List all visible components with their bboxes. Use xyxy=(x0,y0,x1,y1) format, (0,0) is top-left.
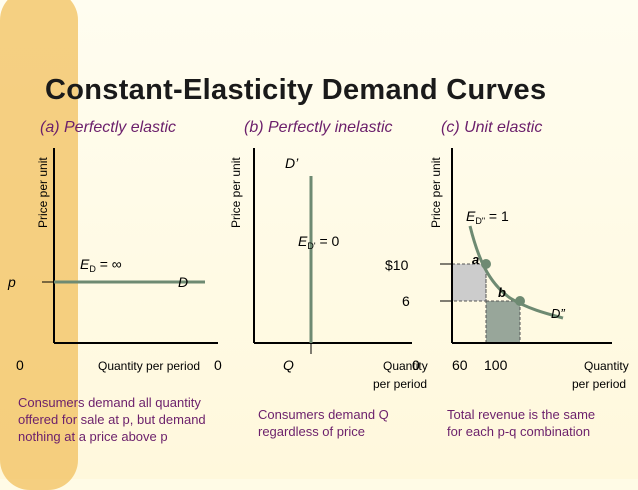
panel-a-elasticity: ED = ∞ xyxy=(80,256,122,274)
panel-c-revenue-area-a xyxy=(451,263,487,302)
panel-b-quantity-label: Q xyxy=(283,357,294,373)
panel-b-elasticity-value: = 0 xyxy=(316,233,340,249)
panel-c-origin: 0 xyxy=(412,357,420,373)
panel-a-curve-label: D xyxy=(178,274,188,290)
panel-b-elasticity-prefix: E xyxy=(298,233,308,249)
panel-c-y-label: Price per unit xyxy=(429,157,443,228)
panel-c-caption-line-2: for each p-q combination xyxy=(447,424,591,439)
panel-a-elasticity-value: = ∞ xyxy=(96,256,122,272)
panel-b: Price per unit D’ ED' = 0 0 Q Quantity p… xyxy=(214,148,428,391)
slide-background xyxy=(0,0,638,479)
panel-c-elasticity-sub: D" xyxy=(475,216,485,226)
diagram-canvas: Price per unit p D ED = ∞ 0 Quantity per… xyxy=(7,148,629,391)
panel-c-title: (c) Unit elastic xyxy=(441,119,543,136)
panel-a-caption-line-2: offered for sale at p, but demand xyxy=(18,412,206,427)
panel-b-curve-label: D’ xyxy=(285,155,299,171)
panel-b-x-label-1: Quantity xyxy=(383,359,428,373)
panel-a-origin: 0 xyxy=(16,357,24,373)
panel-c-elasticity: ED" = 1 xyxy=(466,208,509,226)
slide-title: Constant-Elasticity Demand Curves xyxy=(45,74,547,106)
panel-a-title: (a) Perfectly elastic xyxy=(40,119,177,136)
panel-b-x-label-2: per period xyxy=(373,377,427,391)
panel-c-point-a-label: a xyxy=(472,252,479,267)
panel-a-x-label: Quantity per period xyxy=(98,359,200,373)
panel-c-demand-curve xyxy=(468,225,564,320)
panel-a-elasticity-prefix: E xyxy=(80,256,90,272)
panel-a: Price per unit p D ED = ∞ 0 Quantity per… xyxy=(7,148,218,373)
panel-c-curve-label: D” xyxy=(551,306,565,321)
panel-c-price-high: $10 xyxy=(385,257,409,273)
panel-c-caption-line-1: Total revenue is the same xyxy=(447,407,596,422)
panel-c-qty-low: 60 xyxy=(452,357,468,373)
panel-a-price-label: p xyxy=(7,274,16,290)
panel-b-caption-line-2: regardless of price xyxy=(258,424,365,439)
panel-c-point-a xyxy=(481,259,491,269)
panel-b-title: (b) Perfectly inelastic xyxy=(244,119,393,136)
panel-a-elasticity-sub: D xyxy=(89,264,96,274)
panel-c-point-b-label: b xyxy=(498,285,506,300)
panel-a-caption-line-3: nothing at a price above p xyxy=(18,429,168,444)
panel-b-origin: 0 xyxy=(214,357,222,373)
decorative-stripe xyxy=(0,0,78,490)
panel-c-x-label-1: Quantity xyxy=(584,359,629,373)
panel-c-caption: Total revenue is the same for each p-q c… xyxy=(447,406,595,440)
panel-c: Price per unit ED" = 1 $10 6 a b D” 0 60… xyxy=(385,148,629,391)
panel-c-elasticity-prefix: E xyxy=(466,208,476,224)
panel-c-point-b xyxy=(515,296,525,306)
panel-a-caption-line-1: Consumers demand all quantity xyxy=(18,395,201,410)
panel-a-caption: Consumers demand all quantity offered fo… xyxy=(18,394,206,445)
panel-b-y-label: Price per unit xyxy=(229,157,243,228)
panel-c-elasticity-value: = 1 xyxy=(485,208,509,224)
panel-a-y-label: Price per unit xyxy=(36,157,50,228)
panel-c-x-label-2: per period xyxy=(572,377,626,391)
panel-b-caption: Consumers demand Q regardless of price xyxy=(258,406,389,440)
panel-b-caption-line-1: Consumers demand Q xyxy=(258,407,389,422)
panel-c-revenue-area-b xyxy=(485,300,521,344)
panel-c-price-low: 6 xyxy=(402,293,410,309)
panel-b-elasticity-sub: D' xyxy=(307,241,315,251)
panel-b-elasticity: ED' = 0 xyxy=(298,233,340,251)
panel-c-qty-high: 100 xyxy=(484,357,508,373)
